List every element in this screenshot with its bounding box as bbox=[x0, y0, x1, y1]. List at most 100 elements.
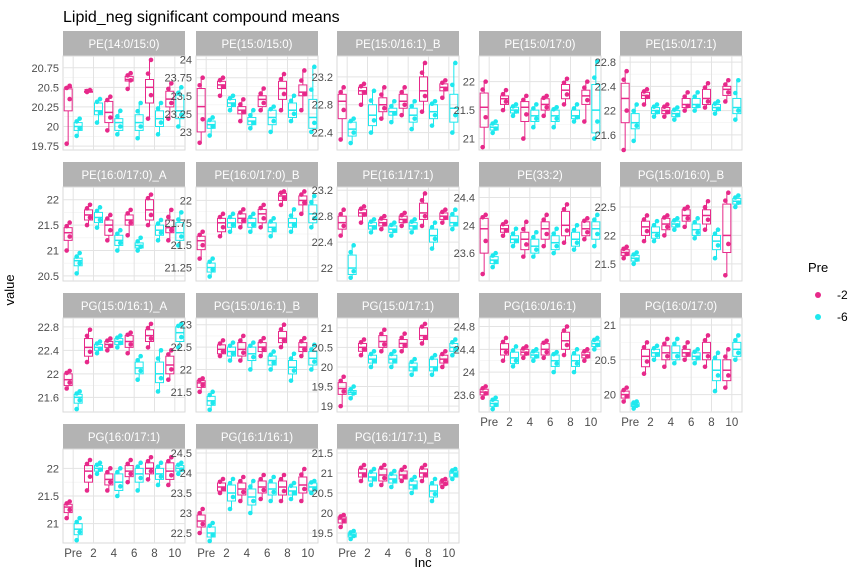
data-point bbox=[399, 335, 404, 341]
data-point bbox=[402, 210, 407, 216]
data-point bbox=[97, 110, 103, 116]
box-pre-minus6 bbox=[175, 210, 185, 248]
box-pre-minus6 bbox=[530, 347, 540, 364]
data-point bbox=[705, 80, 711, 86]
data-point bbox=[97, 346, 103, 352]
data-point bbox=[217, 341, 223, 346]
box-pre-minus2 bbox=[561, 76, 570, 107]
data-point bbox=[97, 96, 103, 102]
box-pre-minus6 bbox=[429, 98, 438, 128]
data-point bbox=[299, 498, 304, 504]
box-pre-minus2 bbox=[540, 212, 550, 249]
box-pre-minus6 bbox=[134, 100, 144, 141]
data-point bbox=[634, 123, 639, 129]
data-point bbox=[148, 192, 154, 197]
box-pre-minus6 bbox=[691, 347, 701, 366]
data-point bbox=[299, 78, 304, 83]
data-point bbox=[432, 352, 438, 358]
data-point bbox=[261, 335, 266, 341]
box bbox=[722, 85, 732, 96]
box-pre-minus2 bbox=[104, 336, 114, 353]
box-pre-minus6 bbox=[247, 478, 257, 516]
box-pre-minus2 bbox=[439, 78, 449, 101]
box-pre-minus6 bbox=[114, 108, 124, 137]
facet-title: PE(15:0/17:0) bbox=[505, 39, 576, 51]
data-point bbox=[675, 223, 680, 228]
data-point bbox=[371, 476, 377, 482]
box-pre-minus6 bbox=[175, 460, 185, 477]
data-point bbox=[726, 373, 731, 378]
data-point bbox=[179, 467, 184, 473]
data-point bbox=[654, 102, 660, 107]
y-tick-label: 21.6 bbox=[38, 392, 59, 404]
data-point bbox=[736, 333, 741, 338]
y-tick-label: 24.4 bbox=[454, 344, 475, 356]
data-point bbox=[351, 243, 356, 248]
data-point bbox=[135, 358, 140, 363]
data-point bbox=[108, 479, 113, 485]
data-point bbox=[200, 521, 205, 527]
data-point bbox=[74, 254, 79, 259]
data-point bbox=[271, 360, 276, 366]
data-point bbox=[682, 108, 687, 113]
box-pre-minus2 bbox=[540, 338, 550, 361]
data-point bbox=[392, 220, 397, 225]
box-pre-minus6 bbox=[94, 96, 103, 125]
data-point bbox=[382, 105, 387, 111]
data-point bbox=[453, 337, 458, 342]
data-point bbox=[118, 466, 123, 471]
data-point bbox=[115, 493, 120, 499]
box-pre-minus6 bbox=[571, 222, 580, 252]
box bbox=[298, 84, 308, 97]
box-pre-minus6 bbox=[308, 193, 318, 230]
y-tick-label: 21.5 bbox=[171, 387, 192, 399]
data-point bbox=[158, 474, 164, 479]
data-point bbox=[561, 80, 567, 86]
data-point bbox=[503, 228, 509, 233]
data-point bbox=[87, 202, 93, 208]
box-pre-minus6 bbox=[408, 98, 418, 132]
box-pre-minus2 bbox=[257, 86, 267, 113]
box bbox=[278, 330, 287, 344]
data-point bbox=[312, 359, 317, 364]
data-point bbox=[155, 464, 161, 469]
box-pre-minus2 bbox=[439, 476, 449, 490]
box-pre-minus2 bbox=[520, 219, 530, 259]
data-point bbox=[97, 460, 103, 466]
y-tick-label: 23.5 bbox=[171, 91, 192, 103]
box-pre-minus2 bbox=[298, 335, 308, 359]
data-point bbox=[682, 357, 687, 363]
x-tick-label: 2 bbox=[223, 548, 229, 560]
data-point bbox=[128, 77, 133, 83]
box-pre-minus2 bbox=[237, 207, 247, 230]
box-pre-minus6 bbox=[288, 480, 297, 502]
box bbox=[630, 113, 640, 130]
data-point bbox=[135, 108, 140, 114]
data-point bbox=[135, 248, 140, 253]
panel-background bbox=[336, 448, 460, 544]
data-point bbox=[429, 480, 435, 486]
data-point bbox=[238, 478, 243, 484]
data-point bbox=[67, 507, 72, 513]
data-point bbox=[278, 476, 284, 482]
data-point bbox=[480, 395, 485, 401]
data-point bbox=[87, 349, 93, 355]
data-point bbox=[241, 97, 246, 102]
data-point bbox=[361, 204, 367, 209]
data-point bbox=[453, 60, 458, 66]
box-pre-minus6 bbox=[227, 93, 236, 113]
data-point bbox=[631, 261, 636, 267]
facet-title: PE(33:2) bbox=[517, 170, 563, 182]
data-point bbox=[248, 214, 253, 220]
data-point bbox=[736, 350, 741, 356]
data-point bbox=[169, 227, 174, 233]
data-point bbox=[271, 349, 276, 354]
data-point bbox=[705, 353, 711, 359]
data-point bbox=[105, 128, 110, 133]
box-pre-minus2 bbox=[337, 85, 347, 142]
data-point bbox=[105, 216, 110, 221]
box-pre-minus6 bbox=[288, 351, 297, 383]
box-pre-minus6 bbox=[308, 478, 318, 496]
data-point bbox=[268, 129, 273, 135]
y-tick-label: 21.5 bbox=[171, 240, 192, 252]
